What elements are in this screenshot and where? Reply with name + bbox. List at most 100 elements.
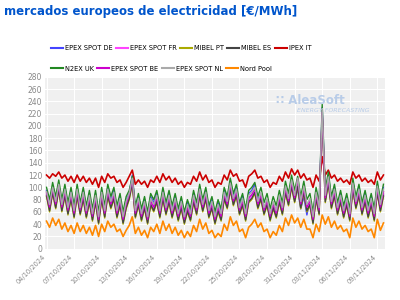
MIBEL ES: [381, 194, 386, 197]
N2EX UK: [133, 204, 138, 208]
Nord Pool: [204, 221, 208, 225]
EPEX SPOT BE: [320, 111, 325, 114]
MIBEL ES: [133, 215, 138, 219]
N2EX UK: [124, 195, 128, 198]
EPEX SPOT DE: [133, 207, 138, 211]
EPEX SPOT BE: [204, 193, 208, 196]
IPEX IT: [44, 173, 49, 177]
MIBEL PT: [133, 216, 138, 220]
EPEX SPOT BE: [243, 214, 248, 218]
MIBEL PT: [381, 195, 386, 198]
EPEX SPOT FR: [124, 204, 128, 208]
MIBEL ES: [124, 206, 128, 209]
EPEX SPOT FR: [320, 112, 325, 116]
MIBEL PT: [243, 219, 248, 223]
EPEX SPOT FR: [375, 189, 380, 192]
Line: MIBEL PT: MIBEL PT: [46, 117, 384, 224]
Line: EPEX SPOT DE: EPEX SPOT DE: [46, 107, 384, 215]
Nord Pool: [145, 236, 150, 239]
IPEX IT: [173, 176, 178, 180]
IPEX IT: [243, 185, 248, 189]
IPEX IT: [204, 173, 208, 177]
EPEX SPOT FR: [243, 216, 248, 220]
MIBEL PT: [124, 207, 128, 211]
MIBEL ES: [243, 218, 248, 222]
Line: IPEX IT: IPEX IT: [46, 157, 384, 187]
IPEX IT: [320, 155, 325, 158]
Nord Pool: [130, 215, 135, 219]
EPEX SPOT NL: [96, 215, 101, 219]
IPEX IT: [381, 173, 386, 177]
EPEX SPOT NL: [124, 200, 128, 203]
IPEX IT: [133, 182, 138, 186]
N2EX UK: [381, 182, 386, 186]
Nord Pool: [243, 236, 248, 239]
MIBEL PT: [320, 115, 325, 119]
EPEX SPOT DE: [44, 189, 49, 192]
EPEX SPOT NL: [243, 212, 248, 215]
MIBEL PT: [204, 198, 208, 201]
EPEX SPOT FR: [204, 195, 208, 198]
EPEX SPOT BE: [381, 190, 386, 194]
N2EX UK: [243, 207, 248, 211]
EPEX SPOT DE: [204, 189, 208, 192]
EPEX SPOT BE: [96, 218, 101, 221]
IPEX IT: [124, 181, 128, 184]
MIBEL ES: [96, 221, 101, 225]
N2EX UK: [204, 185, 208, 189]
MIBEL PT: [173, 204, 178, 208]
EPEX SPOT NL: [381, 188, 386, 191]
EPEX SPOT BE: [124, 202, 128, 206]
N2EX UK: [320, 103, 325, 106]
Line: N2EX UK: N2EX UK: [46, 104, 384, 212]
MIBEL ES: [173, 203, 178, 206]
EPEX SPOT FR: [173, 201, 178, 205]
EPEX SPOT DE: [381, 185, 386, 189]
EPEX SPOT FR: [381, 192, 386, 195]
Line: EPEX SPOT BE: EPEX SPOT BE: [46, 112, 384, 219]
Text: ∷ AleaSoft: ∷ AleaSoft: [276, 94, 345, 107]
Nord Pool: [121, 235, 126, 238]
Nord Pool: [289, 213, 294, 217]
MIBEL ES: [44, 194, 49, 197]
MIBEL PT: [44, 195, 49, 198]
EPEX SPOT BE: [173, 199, 178, 202]
MIBEL PT: [96, 222, 101, 226]
Nord Pool: [381, 221, 386, 225]
Line: Nord Pool: Nord Pool: [46, 215, 384, 238]
MIBEL ES: [204, 196, 208, 200]
EPEX SPOT DE: [173, 195, 178, 198]
EPEX SPOT BE: [133, 211, 138, 215]
Line: EPEX SPOT FR: EPEX SPOT FR: [46, 114, 384, 221]
Legend: N2EX UK, EPEX SPOT BE, EPEX SPOT NL, Nord Pool: N2EX UK, EPEX SPOT BE, EPEX SPOT NL, Nor…: [48, 63, 275, 74]
Nord Pool: [44, 219, 49, 223]
EPEX SPOT FR: [96, 219, 101, 223]
MIBEL ES: [320, 114, 325, 117]
EPEX SPOT DE: [96, 213, 101, 217]
EPEX SPOT DE: [375, 182, 380, 186]
Nord Pool: [173, 226, 178, 229]
Text: mercados europeos de electricidad [€/MWh]: mercados europeos de electricidad [€/MWh…: [4, 4, 297, 17]
MIBEL ES: [375, 190, 380, 194]
N2EX UK: [96, 210, 101, 214]
MIBEL PT: [375, 192, 380, 195]
EPEX SPOT FR: [133, 213, 138, 217]
EPEX SPOT DE: [320, 106, 325, 109]
IPEX IT: [96, 185, 101, 189]
EPEX SPOT NL: [204, 190, 208, 194]
Text: ENERGY FORECASTING: ENERGY FORECASTING: [296, 108, 369, 113]
Line: MIBEL ES: MIBEL ES: [46, 116, 384, 223]
EPEX SPOT BE: [375, 187, 380, 190]
N2EX UK: [375, 179, 380, 183]
EPEX SPOT DE: [124, 198, 128, 201]
N2EX UK: [173, 192, 178, 195]
EPEX SPOT FR: [44, 192, 49, 195]
EPEX SPOT NL: [173, 196, 178, 200]
Nord Pool: [375, 218, 380, 221]
IPEX IT: [375, 170, 380, 174]
EPEX SPOT NL: [375, 184, 380, 188]
EPEX SPOT BE: [44, 190, 49, 194]
EPEX SPOT NL: [44, 190, 49, 194]
Line: EPEX SPOT NL: EPEX SPOT NL: [46, 109, 384, 217]
N2EX UK: [44, 185, 49, 189]
